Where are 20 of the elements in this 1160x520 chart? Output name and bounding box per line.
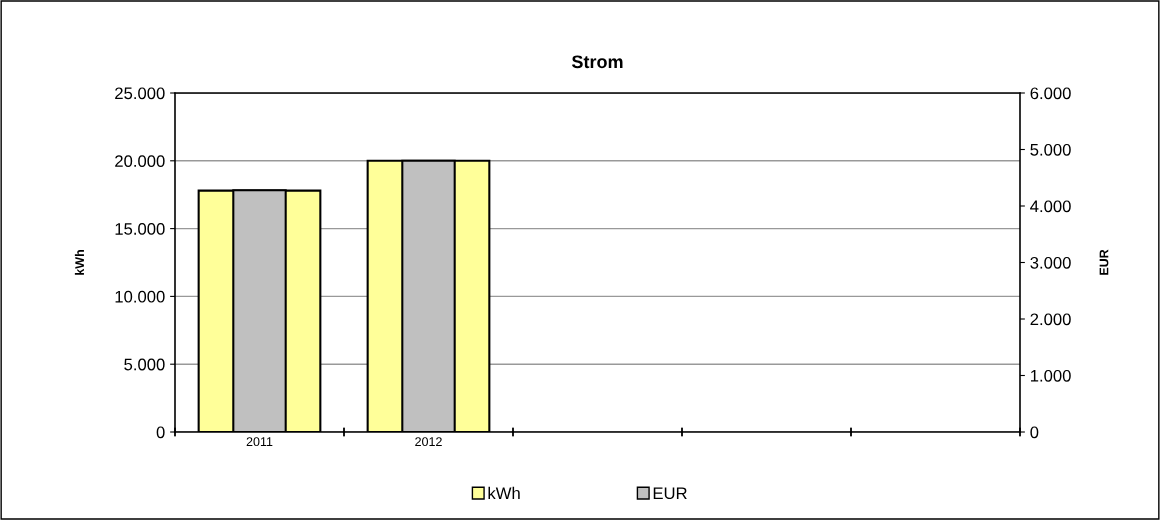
- y2-tick-label: 2.000: [1030, 313, 1071, 326]
- y2-axis-title: EUR: [1099, 249, 1109, 275]
- y-tick-label: 15.000: [115, 223, 165, 235]
- y-tick-label: 5.000: [124, 358, 165, 371]
- x-tick-label: 2012: [415, 437, 442, 447]
- y2-tick-label: 6.000: [1030, 87, 1071, 100]
- y2-tick-label: 5.000: [1030, 143, 1071, 156]
- y2-tick-label: 0: [1030, 426, 1039, 439]
- x-tick-label: 2011: [246, 437, 273, 447]
- y-tick-label: 20.000: [115, 155, 165, 167]
- y-tick-label: 0: [156, 426, 165, 439]
- y2-tick-label: 3.000: [1030, 256, 1071, 269]
- chart-title: Strom: [571, 55, 623, 69]
- y2-tick-label: 1.000: [1030, 369, 1071, 382]
- y-tick-label: 25.000: [115, 87, 165, 100]
- legend-label: kWh: [488, 486, 520, 499]
- y-axis-title: kWh: [74, 250, 84, 275]
- y2-tick-label: 4.000: [1030, 200, 1071, 213]
- y-tick-label: 10.000: [115, 290, 165, 303]
- legend-label: EUR: [653, 487, 687, 500]
